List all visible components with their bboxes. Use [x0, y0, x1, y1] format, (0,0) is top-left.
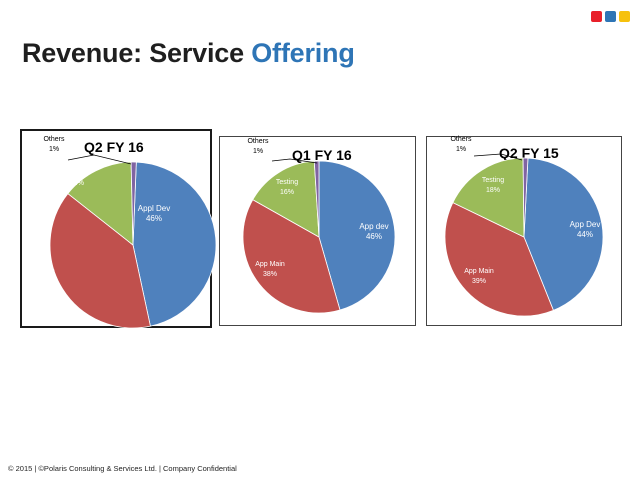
slice-percent: 14%	[70, 180, 84, 187]
slice-name: App dev	[359, 222, 388, 231]
slice-percent: 1%	[456, 146, 466, 153]
pie-slice-testing	[452, 157, 525, 238]
slice-label-testing: Testing 16%	[276, 179, 298, 196]
page-title-accent: Offering	[251, 38, 355, 68]
pie-slice-appl-dev	[132, 161, 217, 327]
chart-title: Q1 FY 16	[292, 147, 352, 163]
slice-name: Testing	[482, 177, 504, 184]
slice-percent: 38%	[263, 271, 277, 278]
brand-square-red	[591, 11, 602, 22]
slice-label-others: Others 1%	[450, 136, 472, 153]
slice-label-others: Others 1%	[247, 138, 269, 155]
slice-percent: 1%	[49, 146, 59, 153]
page-title-main: Revenue: Service	[22, 38, 244, 68]
slice-percent: 18%	[486, 187, 500, 194]
pie-slice-testing	[67, 161, 134, 246]
pie-slice-others	[522, 157, 529, 238]
pie-slice-app-dev	[523, 157, 604, 311]
pie-slice-app-dev	[318, 160, 396, 311]
slice-name: Testing	[66, 170, 88, 177]
slice-percent: 46%	[366, 232, 382, 241]
slice-name: App Dev	[570, 220, 601, 229]
slice-name: Others	[247, 138, 269, 145]
brand-square-blue	[605, 11, 616, 22]
others-leader-line	[473, 153, 523, 161]
slice-name: App Main	[464, 268, 494, 275]
slice-name: Appl Dev	[138, 204, 170, 213]
slice-name: App Main	[25, 268, 55, 275]
pie-chart-q1-fy16: Q1 FY 16 App dev 46% App Main 38% Testing 16%…	[219, 136, 416, 326]
page-title: Revenue: Service Offering	[22, 38, 355, 69]
slice-name: Others	[43, 136, 65, 143]
slice-label-others: Others 1%	[43, 136, 65, 153]
slice-percent: 1%	[253, 148, 263, 155]
pie-slice-app-main	[444, 202, 554, 317]
chart-title: Q2 FY 15	[499, 145, 559, 161]
footer-copyright: © 2015 | ©Polaris Consulting & Services …	[8, 464, 237, 473]
brand-logo-squares	[591, 11, 630, 22]
slice-label-app-main: App Main 39%	[464, 268, 494, 285]
pie-chart-q2-fy16: Q2 FY 16 Appl Dev 46% App Main 39% Testing 14…	[20, 129, 217, 329]
pie-chart-q2-fy15: Q2 FY 15 App Dev 44% App Main 39% Testing 18%…	[426, 136, 622, 326]
pie-slice-app-main	[49, 193, 151, 329]
chart-title: Q2 FY 16	[84, 139, 144, 155]
pie-slice-others	[313, 160, 320, 238]
slice-percent: 16%	[280, 189, 294, 196]
slice-name: App Main	[255, 261, 285, 268]
slice-percent: 39%	[472, 278, 486, 285]
slice-name: Testing	[276, 179, 298, 186]
pie-slice-testing	[252, 160, 320, 238]
slice-label-app-main: App Main 39%	[25, 268, 55, 285]
others-leader-line	[67, 154, 132, 165]
others-leader-line	[271, 158, 318, 164]
pie-slice-others	[130, 161, 137, 246]
slice-label-testing: Testing 18%	[482, 177, 504, 194]
slice-percent: 46%	[146, 214, 162, 223]
slice-label-app-main: App Main 38%	[255, 261, 285, 278]
slice-name: Others	[450, 136, 472, 143]
slice-percent: 44%	[577, 230, 593, 239]
pie-slice-app-main	[242, 199, 341, 314]
slice-label-testing: Testing 14%	[66, 170, 88, 187]
slice-percent: 39%	[33, 278, 47, 285]
brand-square-yellow	[619, 11, 630, 22]
